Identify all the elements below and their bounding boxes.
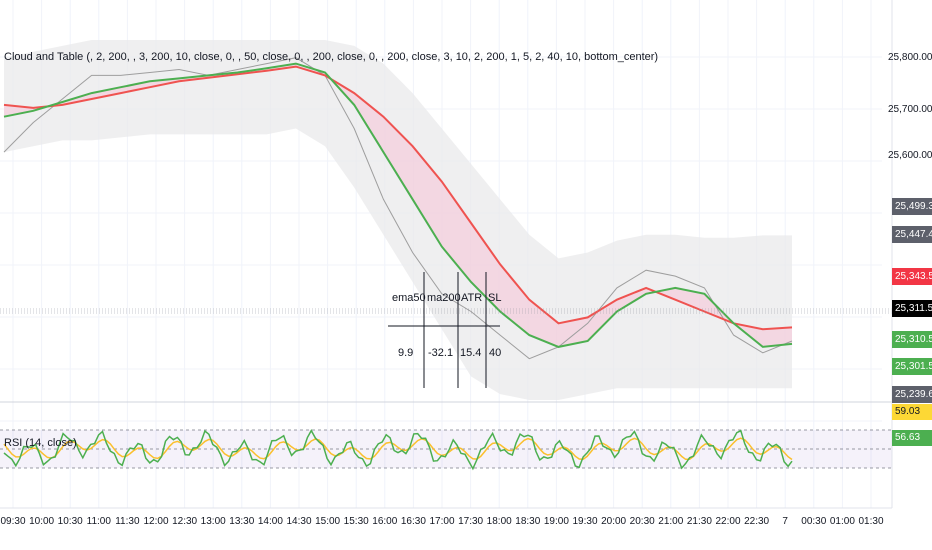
table-cell: 9.9 xyxy=(398,347,414,359)
price-badge: 25,301.55 xyxy=(892,358,932,375)
time-tick-label: 18:30 xyxy=(515,516,541,527)
rsi-ma-line xyxy=(3,437,793,461)
time-tick-label: 15:30 xyxy=(343,516,369,527)
time-tick-label: 21:00 xyxy=(658,516,684,527)
table-header: ma200 xyxy=(427,292,461,304)
price-line xyxy=(3,57,793,360)
price-tick-label: 25,700.00 xyxy=(888,104,932,115)
price-badge: 25,311.50 xyxy=(892,300,932,317)
rsi-title[interactable]: RSI (14, close) xyxy=(4,437,77,449)
time-tick-label: 09:30 xyxy=(0,516,26,527)
time-tick-label: 13:00 xyxy=(200,516,226,527)
time-tick-label: 12:30 xyxy=(172,516,198,527)
time-tick-label: 18:00 xyxy=(486,516,512,527)
time-tick-label: 14:00 xyxy=(257,516,283,527)
table-cell: -32.1 xyxy=(428,347,454,359)
time-tick-label: 19:00 xyxy=(543,516,569,527)
indicator-title[interactable]: Cloud and Table (, 2, 200, , 3, 200, 10,… xyxy=(4,51,659,63)
time-tick-label: 17:30 xyxy=(458,516,484,527)
time-tick-label: 19:30 xyxy=(572,516,598,527)
time-tick-label: 16:30 xyxy=(400,516,426,527)
rsi-line xyxy=(3,429,793,471)
time-tick-label: 20:30 xyxy=(629,516,655,527)
stats-table: ema50 ma200 ATR SL 9.9 -32.1 15.4 40 xyxy=(388,286,502,374)
table-cell: 40 xyxy=(489,347,502,359)
price-badge: 25,499.36 xyxy=(892,198,932,215)
time-tick-label: 7 xyxy=(782,516,788,527)
price-badge: 25,343.55 xyxy=(892,268,932,285)
time-tick-label: 14:30 xyxy=(286,516,312,527)
ema50-line xyxy=(3,62,793,348)
table-cell: 15.4 xyxy=(460,347,482,359)
time-tick-label: 10:30 xyxy=(57,516,83,527)
time-tick-label: 20:00 xyxy=(601,516,627,527)
time-tick-label: 10:00 xyxy=(29,516,55,527)
price-badge: 25,447.42 xyxy=(892,226,932,243)
price-tick-label: 25,600.00 xyxy=(888,150,932,161)
time-tick-label: 16:00 xyxy=(372,516,398,527)
time-tick-label: 13:30 xyxy=(229,516,255,527)
rsi-badge: 56.63 xyxy=(892,430,932,446)
time-tick-label: 15:00 xyxy=(315,516,341,527)
time-tick-label: 17:00 xyxy=(429,516,455,527)
time-tick-label: 22:00 xyxy=(715,516,741,527)
time-tick-label: 11:30 xyxy=(115,516,140,527)
table-header: ema50 xyxy=(392,292,426,304)
time-tick-label: 12:00 xyxy=(143,516,169,527)
bollinger-band xyxy=(4,40,792,400)
time-tick-label: 11:00 xyxy=(86,516,111,527)
time-tick-label: 00:30 xyxy=(801,516,827,527)
time-tick-label: 01:00 xyxy=(829,516,855,527)
time-tick-label: 21:30 xyxy=(686,516,712,527)
rsi-badge: 59.03 xyxy=(892,404,932,420)
table-header: SL xyxy=(488,292,502,304)
time-tick-label: 22:30 xyxy=(744,516,770,527)
ma200-line xyxy=(3,65,793,331)
time-tick-label: 01:30 xyxy=(858,516,884,527)
price-badge: 25,310.50 xyxy=(892,331,932,348)
price-badge: 25,239.68 xyxy=(892,386,932,403)
table-header: ATR xyxy=(461,292,483,304)
price-tick-label: 25,800.00 xyxy=(888,52,932,63)
